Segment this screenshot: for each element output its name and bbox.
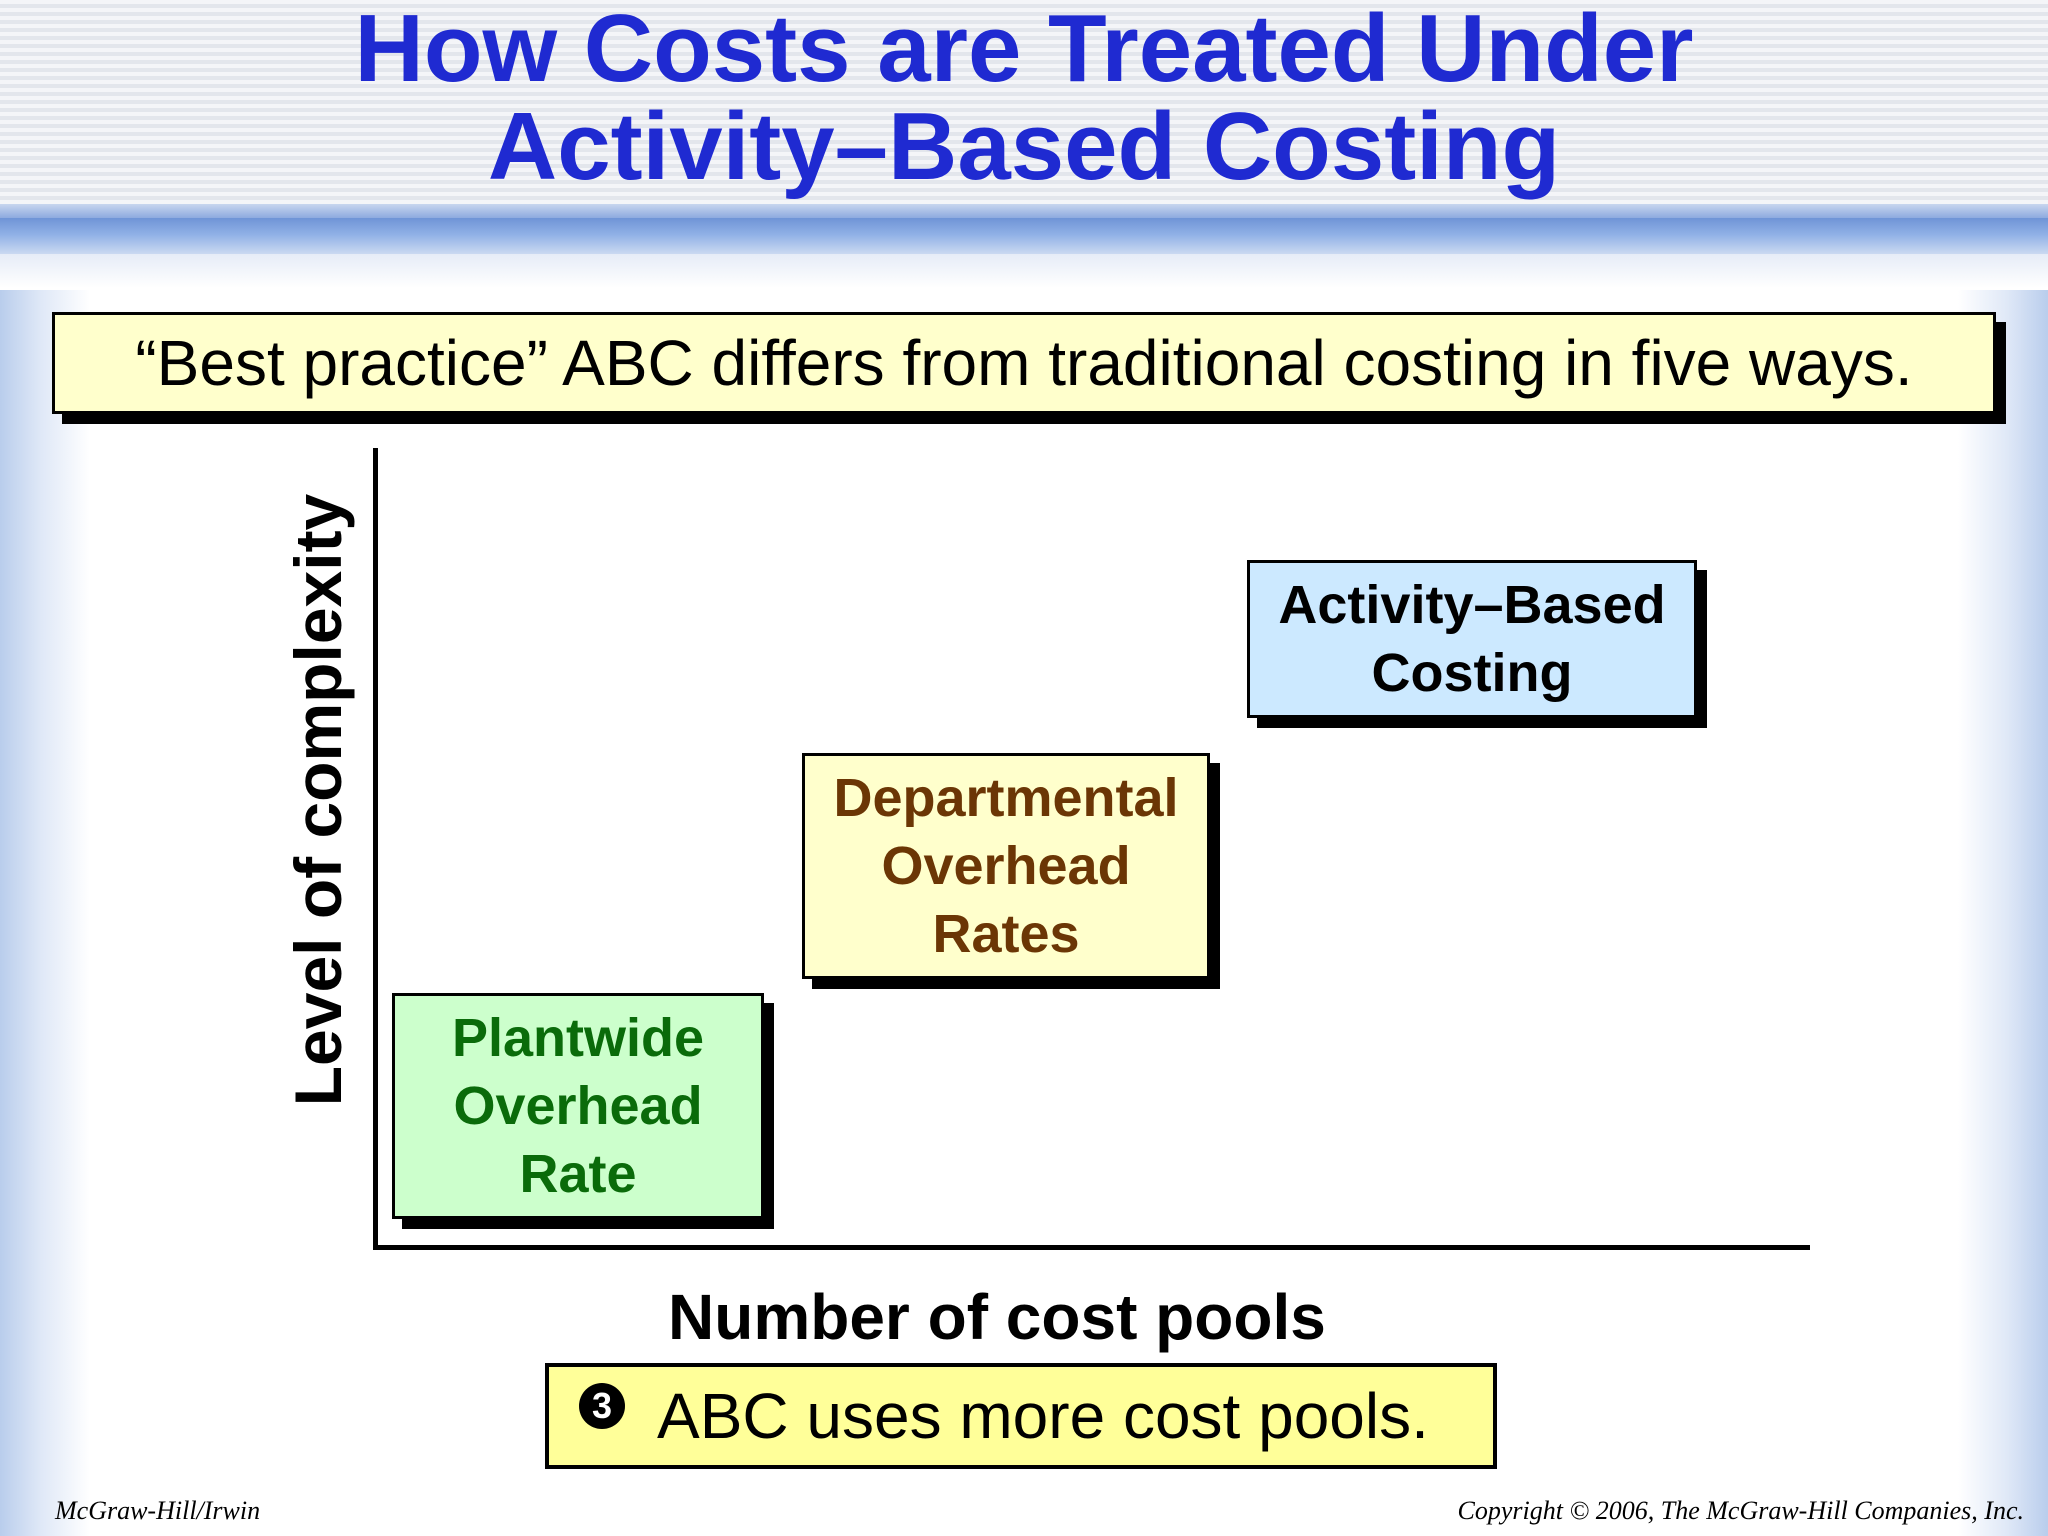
subtitle-box: “Best practice” ABC differs from traditi…	[52, 312, 1996, 414]
note-box: 3 ABC uses more cost pools.	[545, 1363, 1497, 1469]
plantwide-overhead-rate-box: Plantwide Overhead Rate	[392, 993, 764, 1219]
departmental-overhead-rates-box: Departmental Overhead Rates	[802, 753, 1210, 979]
box-label-line: Departmental	[833, 768, 1179, 828]
y-axis-line	[373, 448, 378, 1250]
subtitle-text: “Best practice” ABC differs from traditi…	[135, 327, 1913, 399]
box-label-line: Rates	[932, 904, 1080, 964]
title-line-1: How Costs are Treated Under	[354, 0, 1694, 102]
header-banner	[0, 0, 2048, 206]
box-label-line: Overhead	[453, 1076, 703, 1136]
right-side-glow	[1958, 290, 2048, 1536]
activity-based-costing-box: Activity–Based Costing	[1247, 560, 1697, 718]
slide-title: How Costs are Treated Under Activity–Bas…	[0, 0, 2048, 196]
box-label-line: Rate	[519, 1144, 637, 1204]
x-axis-line	[373, 1245, 1810, 1250]
left-side-glow	[0, 290, 90, 1536]
box-label-line: Activity–Based	[1278, 575, 1666, 635]
note-text: ABC uses more cost pools.	[657, 1380, 1429, 1452]
header-rule	[0, 204, 2048, 218]
box-label-line: Overhead	[881, 836, 1131, 896]
numbered-bullet-icon: 3	[579, 1383, 625, 1429]
box-label-line: Costing	[1371, 643, 1573, 703]
header-rule-fade	[0, 254, 2048, 288]
box-label-line: Plantwide	[451, 1008, 705, 1068]
x-axis-label: Number of cost pools	[668, 1281, 1326, 1353]
footer-publisher: McGraw-Hill/Irwin	[55, 1496, 261, 1525]
title-line-2: Activity–Based Costing	[487, 93, 1561, 200]
header-rule-band	[0, 218, 2048, 254]
y-axis-label: Level of complexity	[281, 493, 355, 1107]
footer-copyright: Copyright © 2006, The McGraw-Hill Compan…	[1457, 1496, 2024, 1525]
